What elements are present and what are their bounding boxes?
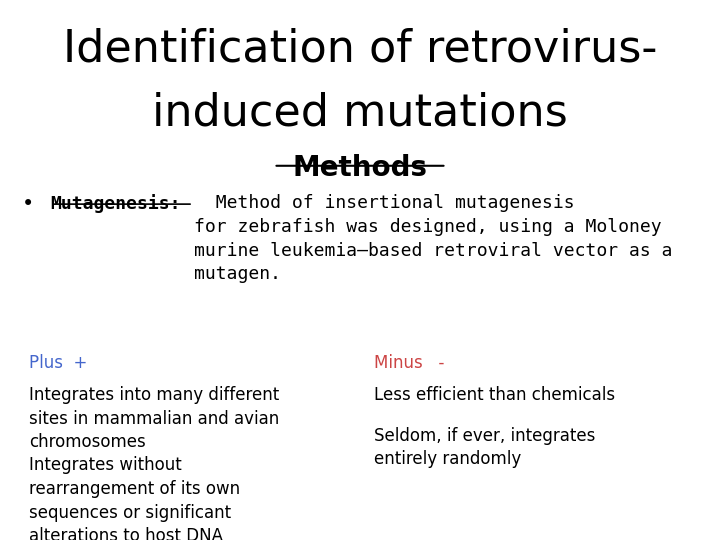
Text: Mutagenesis:: Mutagenesis: [50, 194, 181, 213]
Text: Minus   -: Minus - [374, 354, 445, 372]
Text: •: • [22, 194, 34, 214]
Text: Seldom, if ever, integrates
entirely randomly: Seldom, if ever, integrates entirely ran… [374, 427, 595, 468]
Text: Integrates without
rearrangement of its own
sequences or significant
alterations: Integrates without rearrangement of its … [29, 456, 240, 540]
Text: Identification of retrovirus-: Identification of retrovirus- [63, 27, 657, 70]
Text: Methods: Methods [292, 154, 428, 182]
Text: Less efficient than chemicals: Less efficient than chemicals [374, 386, 616, 404]
Text: Method of insertional mutagenesis
for zebrafish was designed, using a Moloney
mu: Method of insertional mutagenesis for ze… [194, 194, 673, 283]
Text: induced mutations: induced mutations [152, 92, 568, 135]
Text: Integrates into many different
sites in mammalian and avian
chromosomes: Integrates into many different sites in … [29, 386, 279, 451]
Text: Plus  +: Plus + [29, 354, 87, 372]
